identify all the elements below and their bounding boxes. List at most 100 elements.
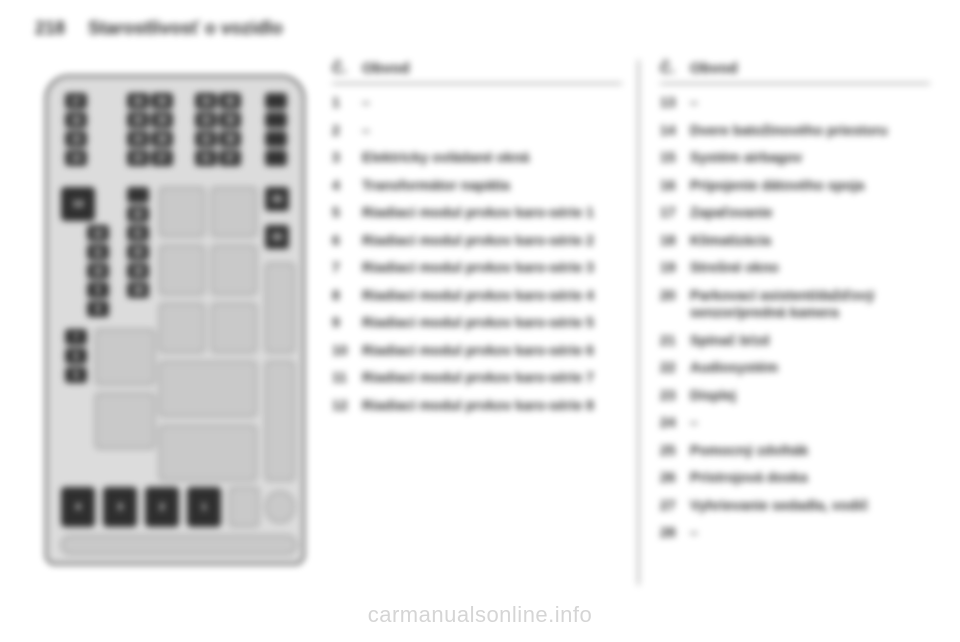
- circuit-num: 4: [332, 177, 362, 195]
- relay-2: 2: [145, 487, 179, 527]
- fuse-40: 40: [219, 93, 241, 109]
- circuit-row: 12Riadiaci modul prvkov karo-série 8: [332, 397, 622, 415]
- circuit-label: Displej: [690, 387, 930, 405]
- slot-e: [159, 303, 205, 353]
- col2-header: Č. Obvod: [660, 60, 930, 84]
- fuse-27: 27: [151, 150, 173, 166]
- circuit-row: 2–: [332, 122, 622, 140]
- col1-header-num: Č.: [332, 60, 362, 77]
- fuse-20: 20: [127, 244, 149, 260]
- fuse-34: 34: [195, 93, 217, 109]
- circuit-row: 11Riadiaci modul prvkov karo-série 7: [332, 369, 622, 387]
- circuit-label: –: [362, 94, 622, 112]
- circuit-label: Zapaľovanie: [690, 204, 930, 222]
- fuse-16: 16: [65, 112, 87, 128]
- circuit-row: 10Riadiaci modul prvkov karo-série 6: [332, 342, 622, 360]
- circuit-num: 22: [660, 359, 690, 377]
- circuit-row: 24–: [660, 414, 930, 432]
- circuit-num: 13: [660, 94, 690, 112]
- circuit-row: 5Riadiaci modul prvkov karo-série 1: [332, 204, 622, 222]
- circuit-num: 11: [332, 369, 362, 387]
- column-divider: [638, 60, 639, 585]
- circuit-row: 19Strešné okno: [660, 259, 930, 277]
- slot-f: [211, 303, 257, 353]
- circuit-num: 8: [332, 287, 362, 305]
- circuit-label: Pripojenie dátového spoja: [690, 177, 930, 195]
- circuit-label: –: [362, 122, 622, 140]
- slot-g: [265, 263, 295, 353]
- fuse-17: 17: [65, 93, 87, 109]
- circuit-row: 16Pripojenie dátového spoja: [660, 177, 930, 195]
- circuit-label: Strešné okno: [690, 259, 930, 277]
- circuit-label: Pomocný zdvihák: [690, 442, 930, 460]
- fuse-blank-r4: [265, 150, 287, 166]
- circuit-label: Vyhrievanie sedadla, vodič: [690, 497, 930, 515]
- fuse-37: 37: [219, 150, 241, 166]
- col1-header: Č. Obvod: [332, 60, 622, 84]
- fuse-30: 30: [151, 93, 173, 109]
- slot-bottom-bar: [61, 535, 297, 555]
- circuit-num: 7: [332, 259, 362, 277]
- circuit-num: 19: [660, 259, 690, 277]
- slot-k: [159, 425, 257, 481]
- circuit-num: 24: [660, 414, 690, 432]
- col1-header-label: Obvod: [362, 60, 410, 77]
- slot-d: [211, 245, 257, 295]
- circuit-row: 4Transformátor napätia: [332, 177, 622, 195]
- circuit-label: Spínač bŕzd: [690, 332, 930, 350]
- circuit-row: 3Elektricky ovládané okná: [332, 149, 622, 167]
- circuit-row: 8Riadiaci modul prvkov karo-série 4: [332, 287, 622, 305]
- col2-header-label: Obvod: [690, 60, 738, 77]
- circuit-num: 18: [660, 232, 690, 250]
- page-header: 218 Starostlivosť o vozidlo: [35, 18, 925, 39]
- circuit-num: 12: [332, 397, 362, 415]
- slot-a: [159, 187, 205, 237]
- fuse-18: 18: [127, 282, 149, 298]
- circuit-num: 27: [660, 497, 690, 515]
- fuse-35: 35: [265, 225, 289, 249]
- fuse-26: 26: [127, 93, 149, 109]
- fuse-39: 39: [219, 112, 241, 128]
- circuit-num: 26: [660, 469, 690, 487]
- circuit-num: 17: [660, 204, 690, 222]
- circuit-label: Riadiaci modul prvkov karo-série 6: [362, 342, 622, 360]
- circuit-label: Transformátor napätia: [362, 177, 622, 195]
- relay-1: 1: [187, 487, 221, 527]
- fuse-32: 32: [195, 131, 217, 147]
- circuit-row: 28–: [660, 524, 930, 542]
- circuit-num: 16: [660, 177, 690, 195]
- circuit-row: 21Spínač bŕzd: [660, 332, 930, 350]
- circuit-row: 6Riadiaci modul prvkov karo-série 2: [332, 232, 622, 250]
- circuit-num: 2: [332, 122, 362, 140]
- col2-header-num: Č.: [660, 60, 690, 77]
- circuit-num: 6: [332, 232, 362, 250]
- fuse-25: 25: [127, 112, 149, 128]
- circuit-num: 3: [332, 149, 362, 167]
- circuit-label: Riadiaci modul prvkov karo-série 4: [362, 287, 622, 305]
- fuse-23: 23: [127, 150, 149, 166]
- fuse-7: 7: [65, 329, 87, 345]
- circuit-num: 5: [332, 204, 362, 222]
- fuse-22: 22: [127, 206, 149, 222]
- fuse-15: 15: [65, 131, 87, 147]
- circuit-label: Audiosystém: [690, 359, 930, 377]
- relay-3: 3: [103, 487, 137, 527]
- circuit-num: 10: [332, 342, 362, 360]
- fuse-33: 33: [195, 112, 217, 128]
- circuit-row: 23Displej: [660, 387, 930, 405]
- slot-m: [229, 487, 259, 527]
- fuse-29: 29: [151, 112, 173, 128]
- circuit-label: Riadiaci modul prvkov karo-série 2: [362, 232, 622, 250]
- circuit-num: 28: [660, 524, 690, 542]
- slot-l: [265, 361, 295, 481]
- circuit-num: 1: [332, 94, 362, 112]
- circuit-label: Riadiaci modul prvkov karo-série 3: [362, 259, 622, 277]
- slot-j: [95, 393, 155, 449]
- fuse-6: 6: [65, 348, 87, 364]
- fuse-10: 10: [87, 263, 109, 279]
- slot-c: [159, 245, 205, 295]
- slot-h: [95, 329, 155, 385]
- circuit-row: 22Audiosystém: [660, 359, 930, 377]
- circuit-label: Parkovací asistent/dažďový senzor/predná…: [690, 287, 930, 322]
- fuse-31: 31: [195, 150, 217, 166]
